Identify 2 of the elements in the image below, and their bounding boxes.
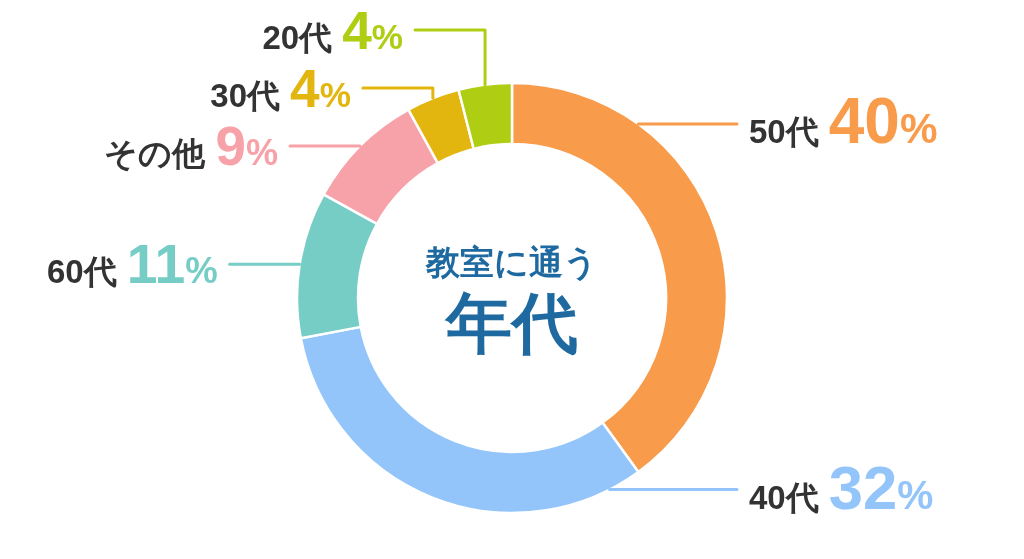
- subtitle: 年代: [446, 286, 578, 360]
- title: 教室に通う: [426, 243, 598, 281]
